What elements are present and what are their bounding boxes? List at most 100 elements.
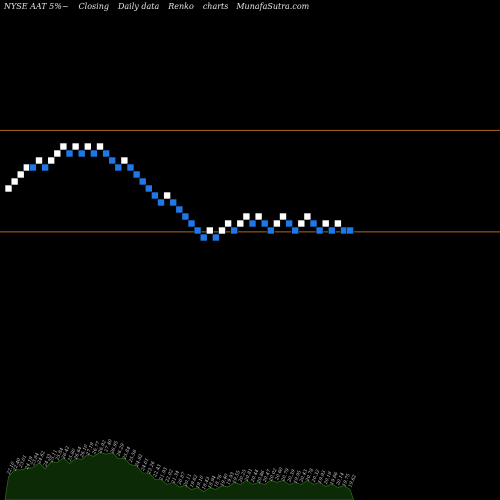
reference-levels	[0, 129, 500, 233]
brick-up	[53, 149, 62, 158]
brick-up	[334, 219, 342, 228]
brick-value-label: 26.77	[91, 441, 102, 456]
brick-down	[132, 170, 141, 179]
brick-value-label: 20.32	[310, 469, 321, 484]
brick-value-label: 26.64	[73, 446, 84, 461]
brick-down	[77, 149, 86, 158]
brick-down	[309, 219, 318, 228]
brick-up	[206, 226, 214, 235]
brick-value-label: 27.19	[85, 442, 96, 457]
brick-down	[248, 219, 257, 228]
title-renko: Renko	[167, 2, 194, 11]
brick-up	[84, 142, 92, 151]
brick-up	[120, 156, 129, 165]
brick-up	[96, 142, 104, 151]
brick-value-label: 20.39	[286, 469, 297, 484]
brick-down	[145, 184, 153, 193]
brick-down	[260, 219, 269, 228]
brick-value-label: 25.11	[48, 449, 59, 464]
volume-area	[4, 451, 354, 500]
brick-value-label: 25.56	[127, 449, 138, 464]
brick-up	[4, 184, 13, 193]
brick-value-label: 20.44	[249, 469, 260, 484]
brick-value-label: 20.25	[237, 469, 248, 484]
brick-value-label: 23.26	[146, 460, 157, 475]
brick-up	[224, 219, 232, 228]
title-charts: charts	[203, 2, 229, 11]
brick-value-label: 20.60	[274, 467, 285, 482]
brick-value-label: 20.11	[182, 473, 193, 488]
brick-value-label: 20.47	[262, 469, 273, 484]
brick-up	[279, 212, 287, 221]
brick-down	[157, 198, 165, 207]
brick-up	[273, 219, 281, 228]
brick-value-label: 19.10	[195, 475, 206, 490]
renko-bricks	[4, 142, 354, 242]
brick-value-label: 21.34	[170, 470, 181, 485]
brick-down	[151, 191, 159, 200]
brick-value-label: 23.01	[18, 454, 29, 469]
brick-value-label: 18.76	[213, 474, 224, 489]
title-daily: Daily data	[117, 2, 159, 11]
brick-value-label: 19.75	[341, 473, 352, 488]
brick-down	[102, 149, 110, 158]
brick-value-label: 19.95	[292, 470, 303, 485]
brick-value-label: 24.19	[24, 456, 35, 471]
brick-value-label: 26.92	[97, 440, 108, 455]
brick-value-label: 22.10	[5, 461, 16, 476]
brick-value-label: 25.84	[121, 446, 132, 461]
brick-up	[303, 212, 312, 221]
brick-value-label: 26.10	[79, 444, 90, 459]
brick-value-label: 26.29	[115, 443, 126, 458]
brick-up	[10, 177, 19, 186]
title-symbol: NYSE AAT 5%~	[3, 2, 69, 11]
brick-value-label: 19.62	[347, 474, 358, 489]
brick-labels: 22.1022.4023.0124.1923.8424.6224.3325.11…	[5, 438, 357, 490]
brick-down	[315, 226, 324, 235]
brick-value-label: 19.55	[231, 470, 242, 485]
title-closing: Closing	[79, 2, 109, 11]
brick-down	[169, 198, 177, 207]
brick-value-label: 25.84	[54, 447, 65, 462]
brick-down	[212, 233, 220, 242]
brick-up	[71, 142, 80, 151]
brick-value-label: 23.84	[30, 452, 41, 467]
brick-value-label: 26.95	[109, 440, 120, 455]
brick-down	[199, 233, 208, 242]
title-brand: MunafaSutra.com	[235, 2, 309, 11]
brick-down	[108, 156, 116, 165]
brick-down	[90, 149, 98, 158]
brick-value-label: 19.93	[317, 470, 328, 485]
brick-up	[236, 219, 245, 228]
brick-value-label: 20.81	[243, 468, 254, 483]
brick-down	[327, 226, 336, 235]
brick-down	[346, 226, 354, 235]
brick-value-label: 22.43	[152, 463, 163, 478]
brick-value-label: 22.02	[164, 469, 175, 484]
brick-value-label: 20.78	[304, 468, 315, 483]
brick-up	[242, 212, 251, 221]
brick-value-label: 20.86	[256, 470, 267, 485]
brick-down	[193, 226, 202, 235]
brick-up	[297, 219, 306, 228]
brick-down	[187, 219, 196, 228]
brick-down	[114, 163, 123, 172]
brick-value-label: 20.18	[323, 471, 334, 486]
brick-value-label: 24.33	[42, 453, 53, 468]
brick-value-label: 19.93	[225, 471, 236, 486]
brick-value-label: 19.86	[329, 471, 340, 486]
volume-profile-area	[4, 451, 354, 500]
brick-down	[138, 177, 147, 186]
brick-value-label: 20.14	[335, 472, 346, 487]
brick-down	[41, 163, 49, 172]
brick-down	[181, 212, 190, 221]
brick-down	[285, 219, 293, 228]
brick-value-label: 20.02	[268, 468, 279, 483]
brick-value-label: 25.80	[66, 448, 77, 463]
brick-up	[35, 156, 43, 165]
brick-value-label: 18.43	[201, 476, 212, 491]
brick-up	[47, 156, 56, 165]
